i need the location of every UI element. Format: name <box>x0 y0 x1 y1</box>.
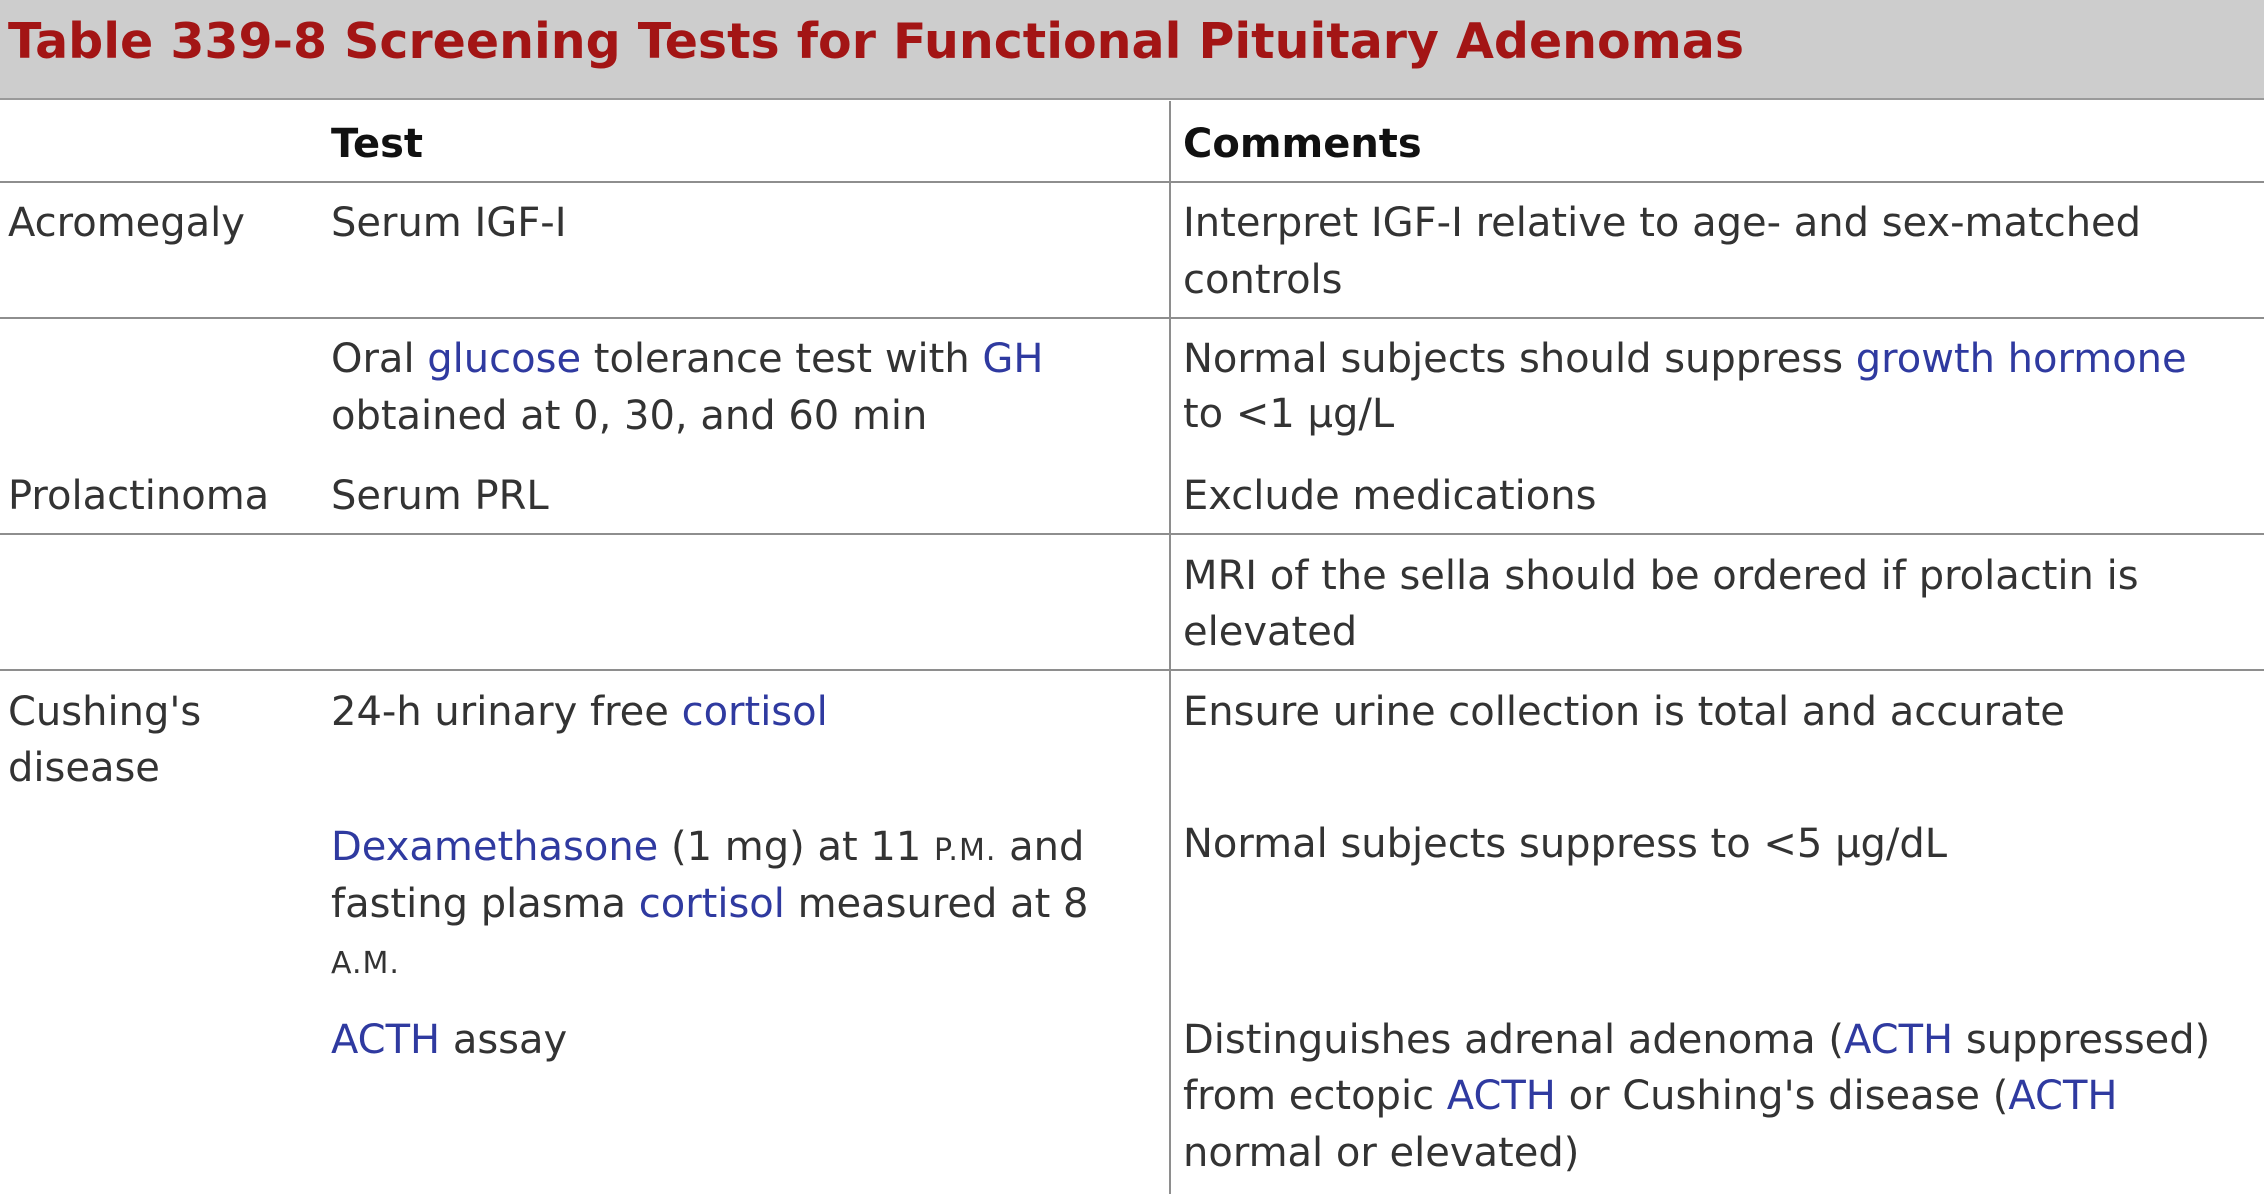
comment-text: from ectopic <box>1183 1073 1447 1119</box>
gh-link[interactable]: GH <box>982 336 1044 382</box>
condition-label: Acromegaly <box>8 200 245 246</box>
row-divider <box>0 533 2264 535</box>
growth-hormone-link[interactable]: growth hormone <box>1855 336 2187 382</box>
test-text: tolerance test with <box>581 336 983 382</box>
time-suffix: P.M. <box>933 833 997 868</box>
comment-cell: Normal subjects should suppress growth h… <box>1183 331 2187 388</box>
comment-line: from ectopic ACTH or Cushing's disease (… <box>1183 1068 2117 1125</box>
acth-link[interactable]: ACTH <box>1446 1073 1556 1119</box>
test-line: obtained at 0, 30, and 60 min <box>331 393 928 439</box>
header-test: Test <box>331 121 424 167</box>
test-text: and <box>996 824 1085 870</box>
column-divider <box>1169 101 1171 1194</box>
condition-label: disease <box>8 745 160 791</box>
acth-link[interactable]: ACTH <box>1844 1017 1954 1063</box>
test-cell: Dexamethasone (1 mg) at 11 P.M. and <box>331 819 1084 879</box>
comment-line: elevated <box>1183 609 1358 655</box>
comment-line: MRI of the sella should be ordered if pr… <box>1183 553 2139 599</box>
row-divider <box>0 669 2264 671</box>
time-suffix: A.M. <box>331 946 400 981</box>
condition-label: Cushing's <box>8 689 202 735</box>
condition-label: Prolactinoma <box>8 473 270 519</box>
dexamethasone-link[interactable]: Dexamethasone <box>331 824 659 870</box>
test-cell: Serum PRL <box>331 473 549 519</box>
test-cell: Oral glucose tolerance test with GH <box>331 331 1043 388</box>
comment-line: normal or elevated) <box>1183 1130 1580 1176</box>
acth-link[interactable]: ACTH <box>2008 1073 2118 1119</box>
comment-cell: Normal subjects suppress to <5 μg/dL <box>1183 821 1948 867</box>
comment-text: Normal subjects should suppress <box>1183 336 1856 382</box>
comment-cell: Ensure urine collection is total and acc… <box>1183 689 2065 735</box>
header-divider <box>0 181 2264 183</box>
comment-cell: Exclude medications <box>1183 473 1597 519</box>
comment-line: Interpret IGF-I relative to age- and sex… <box>1183 200 2142 246</box>
test-text: (1 mg) at 11 <box>658 824 934 870</box>
cortisol-link[interactable]: cortisol <box>681 689 828 735</box>
test-cell: Serum IGF-I <box>331 200 567 246</box>
comment-line: Distinguishes adrenal adenoma (ACTH supp… <box>1183 1012 2210 1069</box>
test-line: fasting plasma cortisol measured at 8 <box>331 876 1089 933</box>
table-title-bar: Table 339-8 Screening Tests for Function… <box>0 0 2264 100</box>
table-title: Table 339-8 Screening Tests for Function… <box>8 13 1745 70</box>
acth-link[interactable]: ACTH <box>331 1017 441 1063</box>
test-text: measured at 8 <box>784 881 1089 927</box>
glucose-link[interactable]: glucose <box>427 336 582 382</box>
test-text: assay <box>440 1017 568 1063</box>
cortisol-link[interactable]: cortisol <box>638 881 785 927</box>
comment-text: Distinguishes adrenal adenoma ( <box>1183 1017 1845 1063</box>
test-cell: ACTH assay <box>331 1012 567 1069</box>
header-comments: Comments <box>1183 121 1422 167</box>
comment-line: controls <box>1183 257 1343 303</box>
test-text: fasting plasma <box>331 881 639 927</box>
comment-text: or Cushing's disease ( <box>1555 1073 2009 1119</box>
test-text: Oral <box>331 336 428 382</box>
comment-text: suppressed) <box>1953 1017 2211 1063</box>
test-cell: 24-h urinary free cortisol <box>331 684 828 741</box>
comment-line: to <1 μg/L <box>1183 391 1395 437</box>
row-divider <box>0 317 2264 319</box>
test-text: 24-h urinary free <box>331 689 682 735</box>
